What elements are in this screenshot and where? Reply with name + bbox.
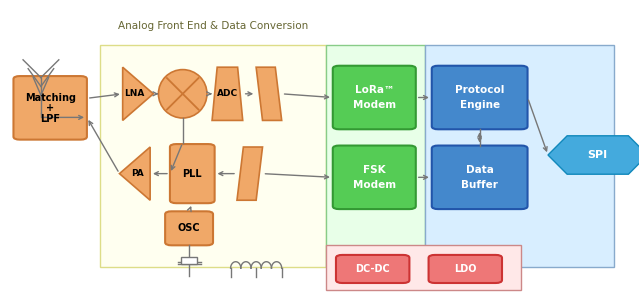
Text: Modem: Modem	[353, 180, 396, 190]
Polygon shape	[256, 67, 282, 120]
Bar	[100, 45, 326, 267]
Text: Data: Data	[466, 165, 493, 175]
Text: Buffer: Buffer	[461, 180, 498, 190]
Polygon shape	[548, 136, 640, 174]
Bar	[426, 45, 614, 267]
FancyBboxPatch shape	[429, 255, 502, 283]
Text: LDO: LDO	[454, 264, 477, 274]
Text: LoRa™: LoRa™	[355, 85, 394, 95]
Text: LNA: LNA	[125, 89, 145, 98]
FancyBboxPatch shape	[432, 146, 527, 209]
Text: Analog Front End & Data Conversion: Analog Front End & Data Conversion	[118, 21, 308, 31]
Text: FSK: FSK	[363, 165, 385, 175]
Polygon shape	[212, 67, 243, 120]
FancyBboxPatch shape	[13, 76, 87, 140]
Text: Protocol: Protocol	[455, 85, 504, 95]
Bar	[326, 244, 521, 290]
Text: ADC: ADC	[217, 89, 238, 98]
Text: +: +	[46, 103, 54, 113]
Text: Engine: Engine	[460, 100, 500, 110]
Ellipse shape	[159, 69, 207, 118]
Text: Matching: Matching	[25, 93, 76, 103]
Text: Modem: Modem	[353, 100, 396, 110]
FancyBboxPatch shape	[170, 144, 214, 203]
Text: DC-DC: DC-DC	[355, 264, 390, 274]
FancyBboxPatch shape	[333, 146, 416, 209]
FancyBboxPatch shape	[432, 66, 527, 129]
Bar	[326, 45, 426, 267]
Polygon shape	[237, 147, 262, 200]
Text: SPI: SPI	[588, 150, 608, 160]
FancyBboxPatch shape	[165, 211, 213, 245]
Text: OSC: OSC	[178, 223, 200, 233]
Bar	[181, 257, 196, 264]
FancyBboxPatch shape	[333, 66, 416, 129]
Polygon shape	[123, 67, 154, 120]
Text: PLL: PLL	[182, 169, 202, 178]
Text: LPF: LPF	[40, 114, 60, 124]
FancyBboxPatch shape	[336, 255, 410, 283]
Polygon shape	[120, 147, 150, 200]
Text: PA: PA	[132, 169, 145, 178]
